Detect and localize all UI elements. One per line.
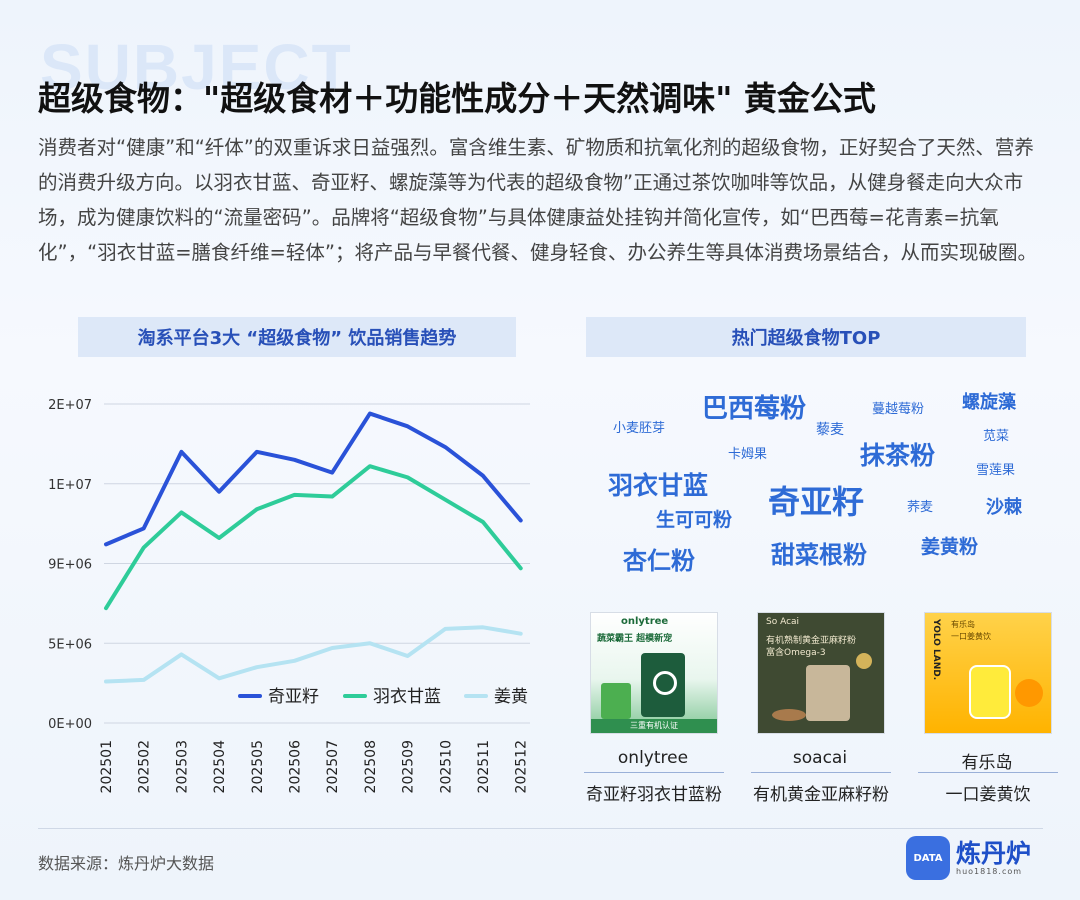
word-cloud-item: 姜黄粉 <box>921 536 979 558</box>
word-cloud-item: 蔓越莓粉 <box>872 402 925 417</box>
right-panel-title: 热门超级食物TOP <box>586 317 1026 357</box>
series-line <box>104 411 523 547</box>
x-tick-label: 202509 <box>401 740 417 793</box>
word-cloud-item: 螺旋藻 <box>962 392 1016 413</box>
legend-label: 奇亚籽 <box>268 687 319 707</box>
product-image-brand: So Acai <box>766 617 800 627</box>
series-line <box>104 625 523 684</box>
product-image-subslogan: 一口姜黄饮 <box>951 632 991 641</box>
x-tick-label: 202511 <box>476 740 492 793</box>
logo-url: huo1818.com <box>956 866 1023 876</box>
product-desc-onlytree: 奇亚籽羽衣甘蓝粉 <box>586 785 722 805</box>
x-tick-label: 202510 <box>438 740 454 793</box>
word-cloud-item: 苋菜 <box>983 429 1010 444</box>
data-source: 数据来源：炼丹炉大数据 <box>38 854 215 873</box>
product-image-badge: 三重有机认证 <box>591 719 717 733</box>
legend-label: 姜黄 <box>494 687 528 707</box>
product-desc-youledao: 一口姜黄饮 <box>945 785 1031 805</box>
product-divider <box>751 772 891 773</box>
y-tick-label: 0E+00 <box>48 717 92 732</box>
y-tick-label: 1E+07 <box>48 478 92 493</box>
y-tick-label: 5E+06 <box>48 637 92 652</box>
intro-paragraph: 消费者对“健康”和“纤体”的双重诉求日益强烈。富含维生素、矿物质和抗氧化剂的超级… <box>38 136 1037 264</box>
product-image-soacai: So Acai 有机熟制黄金亚麻籽粉 富含Omega-3 <box>757 612 885 734</box>
word-cloud-item: 生可可粉 <box>656 509 733 531</box>
page-title: 超级食物："超级食材＋功能性成分＋天然调味" 黄金公式 <box>38 79 876 118</box>
x-tick-label: 202506 <box>288 740 304 794</box>
left-panel-title: 淘系平台3大 “超级食物” 饮品销售趋势 <box>78 317 516 357</box>
word-cloud-item: 卡姆果 <box>728 447 768 462</box>
x-tick-label: 202505 <box>250 740 266 793</box>
word-cloud-item: 抹茶粉 <box>860 441 936 470</box>
word-cloud-item: 荞麦 <box>907 500 934 515</box>
footer-divider <box>38 828 1043 829</box>
word-cloud-item: 藜麦 <box>816 422 844 438</box>
legend-label: 羽衣甘蓝 <box>373 687 441 707</box>
word-cloud-item: 小麦胚芽 <box>613 421 666 436</box>
background-watermark: SUBJECT <box>40 31 353 103</box>
product-brand-onlytree: onlytree <box>617 748 689 768</box>
y-tick-label: 2E+07 <box>48 398 92 413</box>
product-image-onlytree: onlytree 蔬菜霸王 超模新宠 三重有机认证 <box>590 612 718 734</box>
product-brand-youledao: 有乐岛 <box>961 753 1013 773</box>
product-image-slogan: 蔬菜霸王 超模新宠 <box>597 634 673 644</box>
word-cloud-item: 奇亚籽 <box>768 483 865 521</box>
brand-logo: DATA 炼丹炉 huo1818.com <box>906 836 1031 880</box>
product-brand-soacai: soacai <box>792 748 848 768</box>
word-cloud-item: 雪莲果 <box>976 463 1016 478</box>
x-tick-label: 202503 <box>174 740 190 793</box>
product-image-slogan: 有乐岛 <box>951 620 975 629</box>
x-tick-label: 202502 <box>137 740 153 793</box>
y-tick-label: 9E+06 <box>48 558 92 573</box>
product-divider <box>584 772 724 773</box>
word-cloud-item: 巴西莓粉 <box>702 394 807 424</box>
product-divider <box>918 772 1058 773</box>
product-image-brand: YOLO LAND. <box>931 619 941 681</box>
x-tick-label: 202508 <box>363 740 379 793</box>
word-cloud-item: 羽衣甘蓝 <box>608 471 709 500</box>
word-cloud-item: 沙棘 <box>986 497 1022 518</box>
product-image-brand: onlytree <box>621 616 669 627</box>
word-cloud-item: 甜菜根粉 <box>771 541 867 569</box>
product-desc-soacai: 有机黄金亚麻籽粉 <box>753 785 889 805</box>
x-tick-label: 202501 <box>99 740 115 793</box>
word-cloud-item: 杏仁粉 <box>623 547 695 575</box>
product-image-youledao: YOLO LAND. 有乐岛 一口姜黄饮 <box>924 612 1052 734</box>
logo-name: 炼丹炉 <box>956 838 1032 868</box>
series-line <box>104 464 523 611</box>
product-image-subslogan: 富含Omega-3 <box>766 648 826 658</box>
sales-trend-chart: 0E+00 5E+06 9E+06 1E+07 2E+07 202501 202502 202… <box>48 398 530 794</box>
x-tick-label: 202504 <box>212 740 228 794</box>
x-tick-label: 202512 <box>514 740 530 793</box>
x-tick-label: 202507 <box>325 740 341 793</box>
logo-icon: DATA <box>906 836 950 880</box>
product-image-slogan: 有机熟制黄金亚麻籽粉 <box>766 636 857 646</box>
